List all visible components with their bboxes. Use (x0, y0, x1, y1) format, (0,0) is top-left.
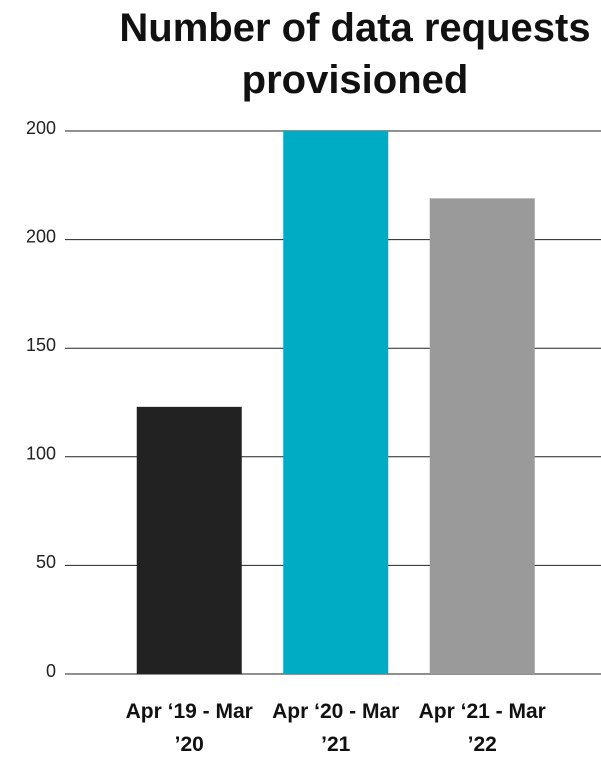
y-tick-label: 150 (26, 335, 56, 355)
bar (136, 406, 242, 674)
y-tick-label: 200 (26, 118, 56, 138)
x-tick-label: Apr ‘21 - Mar ’22 (418, 700, 546, 756)
bar (283, 131, 389, 674)
x-tick-label: Apr ‘20 - Mar ’21 (272, 700, 400, 756)
y-tick-label: 200 (26, 226, 56, 246)
x-tick-label: Apr ‘19 - Mar ’20 (125, 700, 253, 756)
y-tick-label: 100 (26, 444, 56, 464)
y-tick-label: 0 (46, 661, 56, 681)
bar (429, 198, 535, 674)
y-tick-label: 50 (36, 552, 56, 572)
chart-title: Number of data requests provisioned (119, 6, 591, 102)
